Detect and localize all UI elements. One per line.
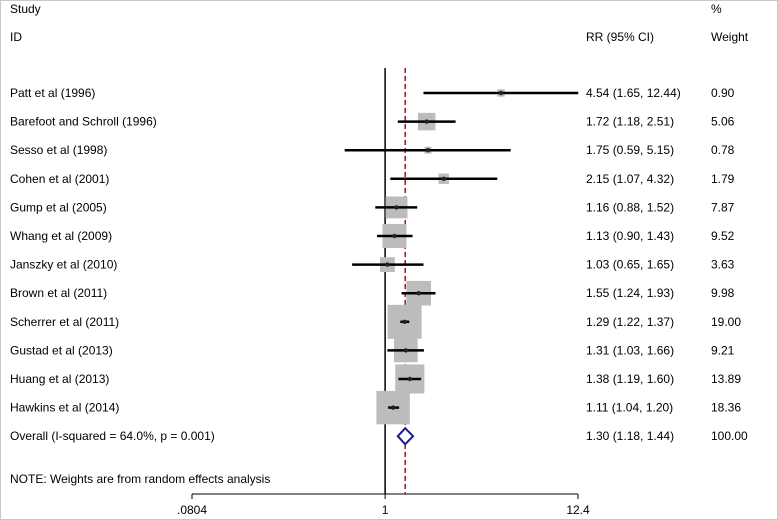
study-weight: 9.98	[711, 286, 735, 300]
point-estimate	[392, 233, 397, 239]
x-tick-label: 12.4	[566, 503, 590, 517]
header-effect: RR (95% CI)	[586, 30, 655, 44]
study-name: Barefoot and Schroll (1996)	[10, 115, 157, 129]
overall-weight: 100.00	[711, 429, 748, 443]
study-weight: 18.36	[711, 401, 741, 415]
study-name: Gustad et al (2013)	[10, 343, 113, 357]
study-rr-ci: 1.11 (1.04, 1.20)	[586, 401, 673, 415]
study-rr-ci: 1.75 (0.59, 5.15)	[586, 143, 674, 157]
point-estimate	[402, 319, 407, 324]
study-name: Gump et al (2005)	[10, 200, 107, 214]
study-weight: 7.87	[711, 200, 735, 214]
study-weight: 3.63	[711, 258, 735, 272]
header-study: Study	[10, 2, 41, 16]
point-estimate	[385, 262, 390, 267]
header-id: ID	[10, 30, 22, 44]
study-rr-ci: 2.15 (1.07, 4.32)	[586, 172, 674, 186]
point-estimate	[394, 205, 399, 210]
study-name: Cohen et al (2001)	[10, 172, 109, 186]
study-weight: 5.06	[711, 115, 735, 129]
study-rr-ci: 1.72 (1.18, 2.51)	[586, 115, 674, 129]
study-rr-ci: 1.16 (0.88, 1.52)	[586, 200, 674, 214]
point-estimate	[403, 348, 409, 353]
study-rr-ci: 1.29 (1.22, 1.37)	[586, 315, 674, 329]
x-tick-label: 1	[382, 503, 389, 517]
header-weight: Weight	[711, 30, 749, 44]
study-weight: 0.90	[711, 86, 735, 100]
point-estimate	[424, 119, 429, 124]
study-name: Huang et al (2013)	[10, 372, 109, 386]
point-estimate	[407, 376, 412, 382]
header-percent: %	[711, 2, 722, 16]
point-estimate	[416, 291, 421, 296]
study-rr-ci: 1.03 (0.65, 1.65)	[586, 258, 674, 272]
study-weight: 19.00	[711, 315, 741, 329]
study-weight: 0.78	[711, 143, 735, 157]
point-estimate	[498, 90, 504, 96]
study-name: Janszky et al (2010)	[10, 258, 117, 272]
overall-label: Overall (I-squared = 64.0%, p = 0.001)	[10, 429, 215, 443]
study-name: Whang et al (2009)	[10, 229, 112, 243]
study-name: Hawkins et al (2014)	[10, 401, 119, 415]
footnote: NOTE: Weights are from random effects an…	[10, 472, 271, 486]
study-rr-ci: 1.38 (1.19, 1.60)	[586, 372, 674, 386]
point-estimate	[390, 405, 396, 410]
study-name: Sesso et al (1998)	[10, 143, 107, 157]
x-tick-label: .0804	[177, 503, 207, 517]
overall-rr-ci: 1.30 (1.18, 1.44)	[586, 429, 674, 443]
study-rr-ci: 1.13 (0.90, 1.43)	[586, 229, 674, 243]
study-name: Scherrer et al (2011)	[10, 315, 119, 329]
study-rr-ci: 4.54 (1.65, 12.44)	[586, 86, 681, 100]
point-estimate	[425, 148, 431, 153]
study-rr-ci: 1.31 (1.03, 1.66)	[586, 343, 674, 357]
overall-diamond	[396, 426, 415, 446]
study-name: Patt et al (1996)	[10, 86, 95, 100]
study-name: Brown et al (2011)	[10, 286, 107, 300]
study-weight: 9.52	[711, 229, 735, 243]
study-rr-ci: 1.55 (1.24, 1.93)	[586, 286, 674, 300]
study-weight: 9.21	[711, 343, 735, 357]
study-weight: 1.79	[711, 172, 735, 186]
point-estimate	[441, 176, 446, 181]
study-weight: 13.89	[711, 372, 741, 386]
